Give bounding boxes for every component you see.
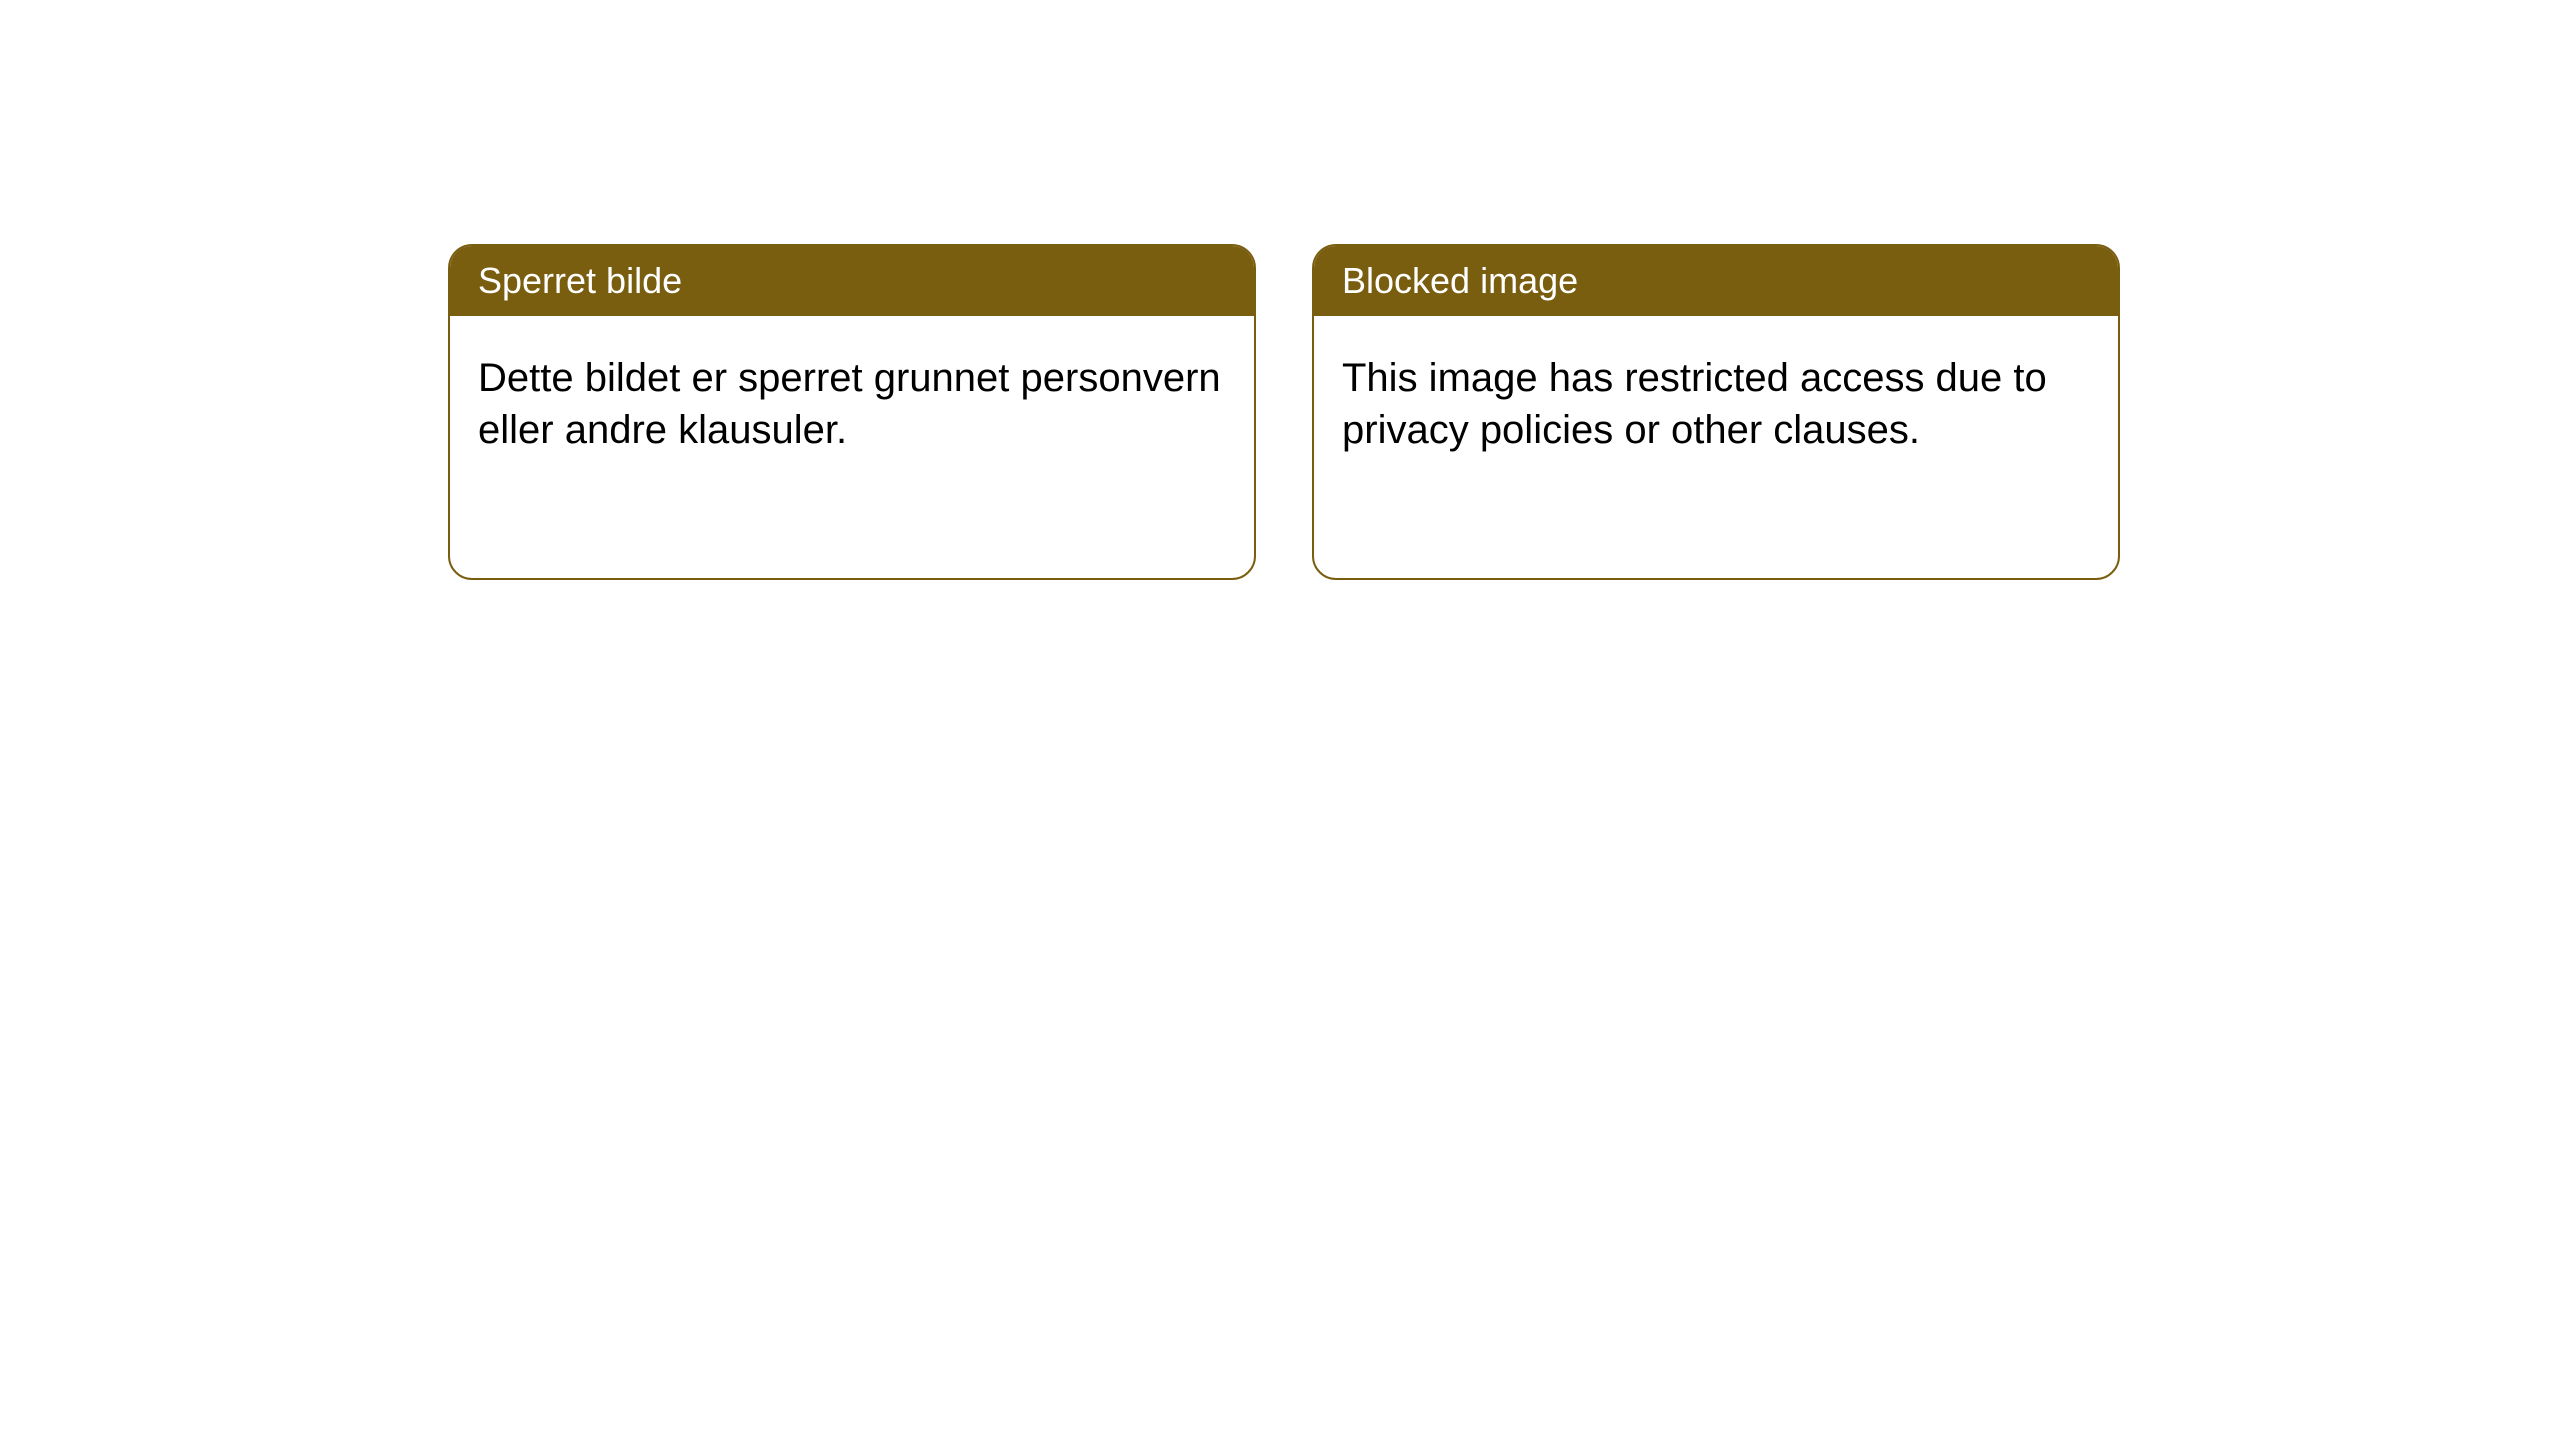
notice-card-norwegian: Sperret bilde Dette bildet er sperret gr… (448, 244, 1256, 580)
notice-card-english: Blocked image This image has restricted … (1312, 244, 2120, 580)
notice-body: Dette bildet er sperret grunnet personve… (450, 316, 1254, 492)
notice-container: Sperret bilde Dette bildet er sperret gr… (0, 0, 2560, 580)
notice-title: Sperret bilde (450, 246, 1254, 316)
notice-title: Blocked image (1314, 246, 2118, 316)
notice-body: This image has restricted access due to … (1314, 316, 2118, 492)
